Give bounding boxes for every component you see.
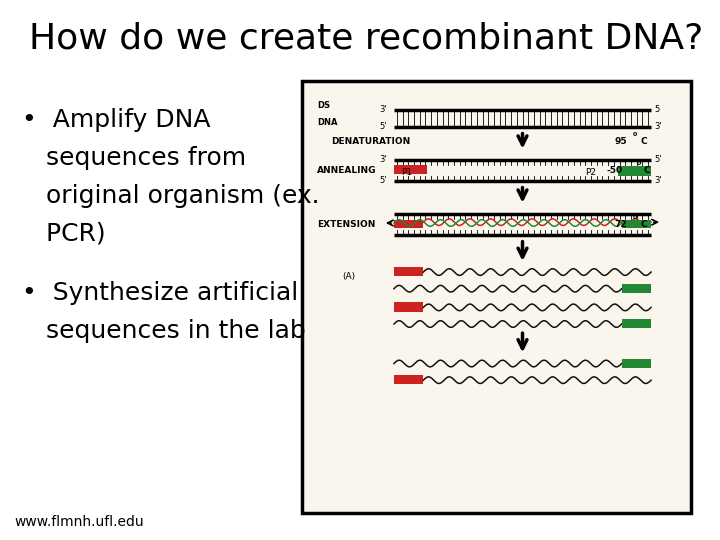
Text: P2: P2	[585, 168, 596, 177]
Bar	[621, 220, 651, 228]
Text: 3': 3'	[654, 122, 662, 131]
Text: 3': 3'	[379, 156, 387, 164]
Text: EXTENSION: EXTENSION	[317, 220, 375, 229]
Bar	[621, 319, 651, 328]
Text: DS: DS	[317, 101, 330, 110]
Bar	[394, 165, 427, 174]
Text: 5: 5	[654, 105, 660, 114]
Text: -50: -50	[607, 166, 623, 174]
Text: 0: 0	[633, 215, 637, 220]
Text: C: C	[644, 166, 650, 174]
Bar	[394, 267, 423, 276]
Text: DENATURATION: DENATURATION	[331, 137, 411, 146]
Text: 0: 0	[633, 132, 637, 137]
Text: 72: 72	[614, 220, 627, 229]
Text: original organism (ex.: original organism (ex.	[22, 184, 319, 207]
Bar	[621, 284, 651, 293]
Text: 0: 0	[636, 161, 641, 166]
Text: C: C	[640, 137, 647, 146]
Text: 3': 3'	[654, 176, 662, 185]
Bar	[302, 81, 691, 513]
Text: C: C	[640, 220, 647, 229]
Text: www.flmnh.ufl.edu: www.flmnh.ufl.edu	[14, 515, 144, 529]
Text: •  Synthesize artificial: • Synthesize artificial	[22, 281, 298, 305]
Bar	[394, 375, 423, 384]
Text: ANNEALING: ANNEALING	[317, 166, 377, 174]
Text: •  Amplify DNA: • Amplify DNA	[22, 108, 210, 132]
Text: 95: 95	[614, 137, 627, 146]
Text: PCR): PCR)	[22, 221, 105, 245]
Text: sequences in the lab: sequences in the lab	[22, 319, 305, 342]
Text: 5': 5'	[654, 156, 662, 164]
Bar	[621, 359, 651, 368]
Text: 5': 5'	[379, 176, 387, 185]
Text: How do we create recombinant DNA?: How do we create recombinant DNA?	[29, 22, 703, 56]
Bar	[394, 220, 423, 228]
Text: 3': 3'	[379, 105, 387, 114]
Bar	[394, 302, 423, 312]
Text: (A): (A)	[343, 272, 356, 281]
Text: 5': 5'	[379, 122, 387, 131]
Text: sequences from: sequences from	[22, 146, 246, 170]
Text: DNA: DNA	[317, 118, 338, 127]
Text: P1: P1	[401, 168, 413, 177]
Bar	[618, 166, 651, 176]
